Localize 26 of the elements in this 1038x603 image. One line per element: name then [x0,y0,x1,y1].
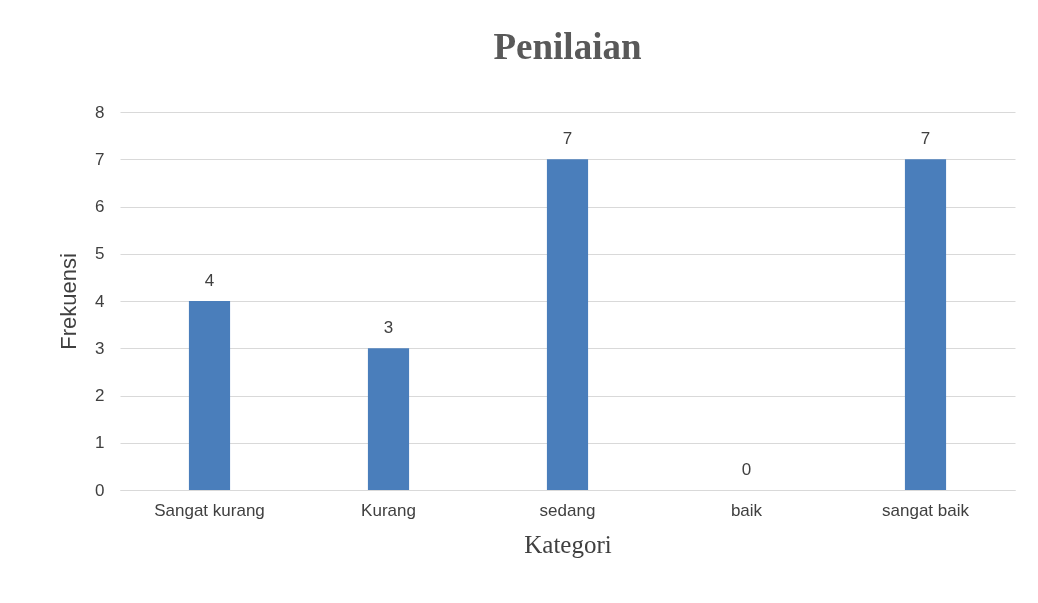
x-tick-label: baik [730,500,763,520]
data-label: 7 [920,129,931,149]
chart-title: Penilaian [493,26,642,67]
data-label: 7 [562,129,573,149]
data-label: 3 [383,318,394,338]
y-tick-label: 4 [95,291,105,311]
y-tick-label: 0 [95,480,105,500]
y-tick-label: 6 [95,197,105,216]
bar [367,348,410,490]
data-label: 0 [741,460,752,479]
y-tick-label: 5 [95,244,105,264]
bar [188,301,231,490]
y-tick-label: 3 [95,338,105,358]
x-tick-label: Sangat kurang [154,500,265,520]
x-tick-label: sedang [539,500,596,520]
y-axis-title: Frekuensi [56,253,82,350]
x-tick-label: sangat baik [882,500,970,520]
x-tick-label: Kurang [361,500,416,520]
x-axis-title: Kategori [524,530,612,558]
y-tick-label: 2 [95,386,105,405]
data-label: 4 [204,271,215,290]
bar [904,159,947,490]
bar [546,159,589,490]
y-tick-label: 1 [95,433,105,453]
y-tick-label: 8 [95,102,105,122]
y-tick-label: 7 [95,149,105,169]
